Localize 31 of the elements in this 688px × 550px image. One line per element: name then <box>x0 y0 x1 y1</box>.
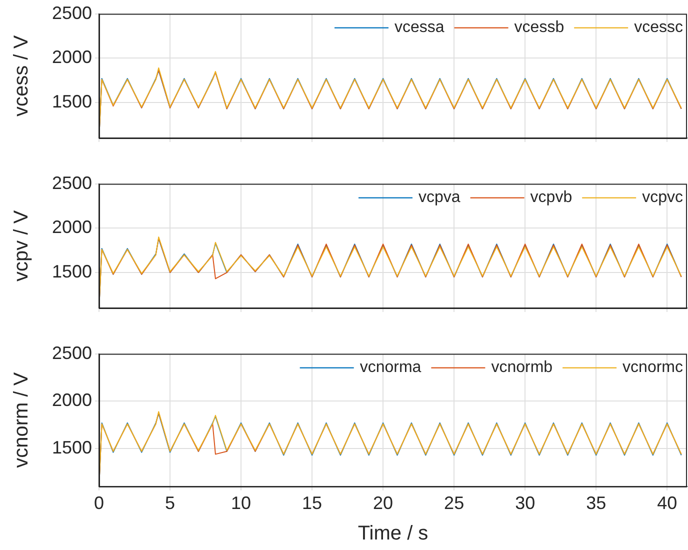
legend-label: vcessa <box>394 19 444 36</box>
y-axis-title: vcnorm / V <box>10 372 33 468</box>
legend-label: vcessc <box>634 19 684 36</box>
x-tick-label: 10 <box>231 493 252 514</box>
x-tick-label: 30 <box>515 493 536 514</box>
x-tick-label: 0 <box>94 493 104 514</box>
y-tick-label: 2500 <box>52 2 92 23</box>
y-tick-label: 2500 <box>52 172 92 193</box>
y-axis-title: vcpv / V <box>10 210 33 282</box>
x-tick-label: 5 <box>165 493 176 514</box>
y-tick-label: 2000 <box>52 217 92 238</box>
x-axis-title: Time / s <box>358 522 428 545</box>
y-tick-label: 2500 <box>52 342 92 363</box>
y-tick-label: 2000 <box>52 47 92 68</box>
legend-label: vcnormc <box>622 359 683 376</box>
x-tick-label: 15 <box>302 493 322 514</box>
legend-label: vcpva <box>418 189 460 206</box>
legend-label: vcpvb <box>530 189 572 206</box>
x-tick-label: 20 <box>373 493 394 514</box>
y-tick-label: 2000 <box>52 390 92 410</box>
y-tick-label: 1500 <box>52 437 92 458</box>
y-tick-label: 1500 <box>52 261 92 282</box>
x-tick-label: 35 <box>586 493 606 514</box>
legend-label: vcpvc <box>642 189 684 206</box>
y-tick-label: 1500 <box>52 91 92 112</box>
legend-label: vcessb <box>514 19 564 36</box>
x-tick-label: 40 <box>657 493 678 514</box>
x-tick-label: 25 <box>444 493 464 514</box>
y-axis-title: vcess / V <box>10 34 33 116</box>
legend-label: vcnorma <box>360 359 422 376</box>
legend-label: vcnormb <box>491 359 553 376</box>
